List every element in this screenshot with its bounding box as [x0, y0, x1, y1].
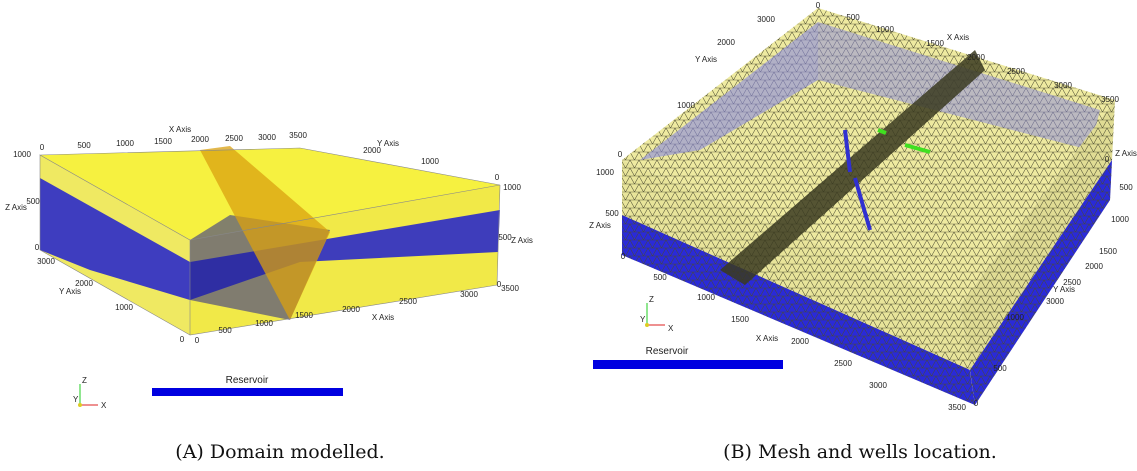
- axis-label: 1000: [421, 157, 439, 166]
- axis-label: X Axis: [169, 125, 191, 134]
- axis-label: 1000: [503, 183, 521, 192]
- axis-label: 0: [40, 143, 45, 152]
- axis-label: Y Axis: [377, 139, 399, 148]
- axis-label: 500: [498, 233, 512, 242]
- axis-label: 0: [618, 150, 623, 159]
- axis-label: 2000: [191, 135, 209, 144]
- axis-label: 0: [497, 280, 502, 289]
- mesh-render: [622, 8, 1115, 405]
- axis-label: 1500: [926, 39, 944, 48]
- axis-label: 2000: [791, 337, 809, 346]
- axis-label: 3000: [460, 290, 478, 299]
- axis-label: Y Axis: [59, 287, 81, 296]
- triad-label: Z: [82, 376, 87, 385]
- axis-label: 2000: [75, 279, 93, 288]
- caption: (B) Mesh and wells location.: [723, 441, 997, 463]
- axis-label: 3000: [1046, 297, 1064, 306]
- axis-label: 3000: [869, 381, 887, 390]
- axis-label: 1000: [596, 168, 614, 177]
- axis-label: 0: [495, 173, 500, 182]
- axis-triad: [78, 384, 98, 407]
- axis-label: 0: [195, 336, 200, 345]
- triad-label: Z: [649, 295, 654, 304]
- axis-label: X Axis: [756, 334, 778, 343]
- legend-swatch: [593, 360, 783, 369]
- axis-label: 1000: [876, 25, 894, 34]
- axis-label: 500: [605, 209, 619, 218]
- axis-label: 2500: [399, 297, 417, 306]
- axis-label: 2500: [1063, 278, 1081, 287]
- triad-label: X: [668, 324, 674, 333]
- axis-label: 500: [77, 141, 91, 150]
- axis-label: Y Axis: [1053, 285, 1075, 294]
- axis-label: 0: [180, 335, 185, 344]
- axis-label: 3500: [501, 284, 519, 293]
- axis-label: 3000: [1054, 81, 1072, 90]
- axis-label: 1500: [1099, 247, 1117, 256]
- axis-label: 2000: [967, 53, 985, 62]
- axis-label: 1000: [697, 293, 715, 302]
- axis-label: Z Axis: [1115, 149, 1137, 158]
- axis-label: 1500: [154, 137, 172, 146]
- axis-label: 3000: [258, 133, 276, 142]
- axis-label: 1000: [1111, 215, 1129, 224]
- axis-label: 1000: [1006, 313, 1024, 322]
- axis-label: 2000: [717, 38, 735, 47]
- axis-label: 1000: [115, 303, 133, 312]
- axis-label: 3500: [948, 403, 966, 412]
- axis-label: 500: [26, 197, 40, 206]
- axis-label: 1000: [677, 101, 695, 110]
- axis-label: 1000: [13, 150, 31, 159]
- caption: (A) Domain modelled.: [175, 441, 384, 463]
- axis-label: 0: [816, 1, 821, 10]
- axis-label: 0: [35, 243, 40, 252]
- axis-label: 3000: [37, 257, 55, 266]
- axis-label: X Axis: [372, 313, 394, 322]
- legend-label: Reservoir: [226, 375, 269, 386]
- triad-label: Y: [73, 395, 79, 404]
- axis-label: 2500: [225, 134, 243, 143]
- axis-label: 500: [1119, 183, 1133, 192]
- axis-label: 3500: [289, 131, 307, 140]
- axis-label: 2500: [1007, 67, 1025, 76]
- axis-label: 2000: [342, 305, 360, 314]
- axis-label: 2000: [1085, 262, 1103, 271]
- axis-label: 1500: [295, 311, 313, 320]
- axis-triad: [645, 303, 665, 327]
- axis-label: 0: [621, 252, 626, 261]
- axis-label: 500: [653, 273, 667, 282]
- legend-swatch: [152, 388, 343, 396]
- domain-render: [38, 146, 501, 336]
- triad-label: X: [101, 401, 107, 410]
- axis-label: 3000: [757, 15, 775, 24]
- axis-label: 0: [974, 399, 979, 408]
- axis-label: 2500: [834, 359, 852, 368]
- axis-label: 500: [846, 13, 860, 22]
- axis-label: Z Axis: [589, 221, 611, 230]
- axis-label: Y Axis: [695, 55, 717, 64]
- axis-label: 500: [218, 326, 232, 335]
- legend-label: Reservoir: [646, 346, 689, 357]
- axis-label: Z Axis: [511, 236, 533, 245]
- axis-label: 0: [1105, 155, 1110, 164]
- axis-label: 3500: [1101, 95, 1119, 104]
- axis-label: 500: [993, 364, 1007, 373]
- triad-label: Y: [640, 315, 646, 324]
- axis-label: 1000: [255, 319, 273, 328]
- axis-label: Z Axis: [5, 203, 27, 212]
- axis-label: 1000: [116, 139, 134, 148]
- axis-label: 1500: [731, 315, 749, 324]
- axis-label: 2000: [363, 146, 381, 155]
- axis-label: X Axis: [947, 33, 969, 42]
